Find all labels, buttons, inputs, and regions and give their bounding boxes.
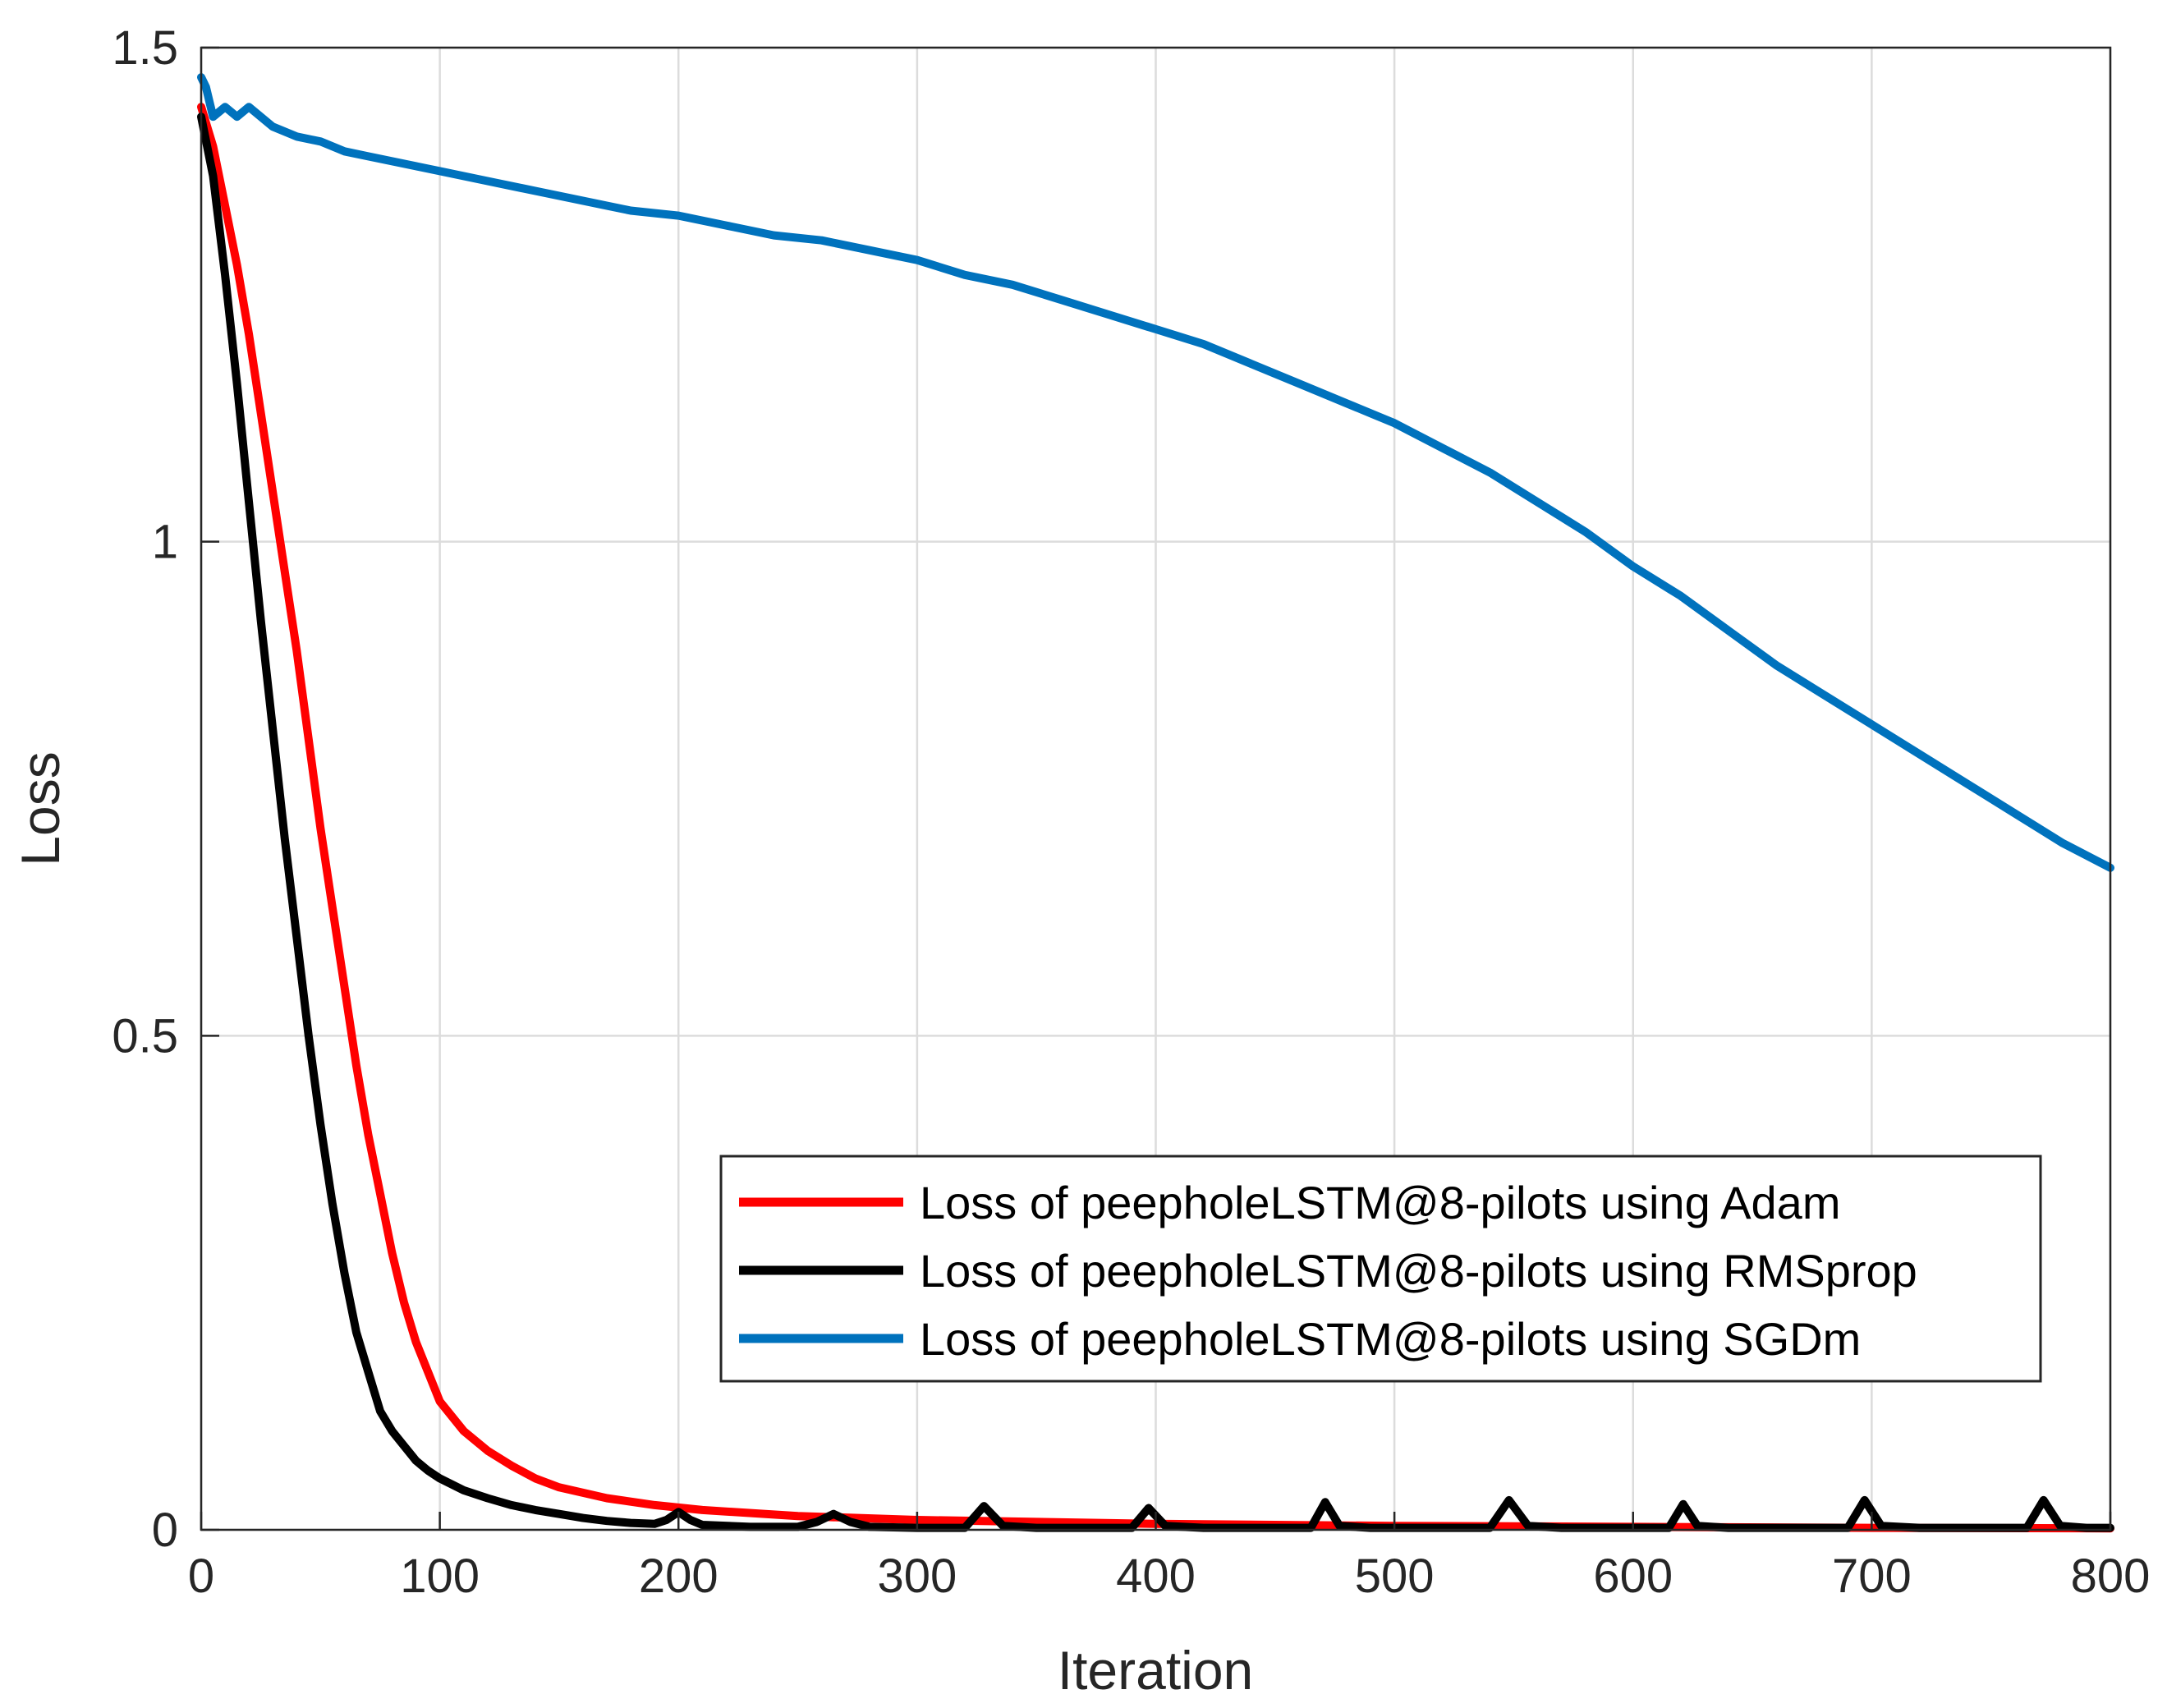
legend-box: [719, 1155, 2042, 1383]
x-axis-label: Iteration: [1058, 1640, 1253, 1701]
y-tick-label: 0: [152, 1504, 178, 1557]
x-tick-label: 800: [2071, 1550, 2151, 1603]
series-lines: [197, 73, 2114, 1533]
legend-label-adam: Loss of peepholeLSTM@8-pilots using Adam: [920, 1177, 1840, 1228]
y-tick-label: 1.5: [112, 21, 178, 75]
y-tick-label: 0.5: [112, 1009, 178, 1063]
series-line-rmsprop: [197, 112, 2114, 1532]
axis-ticks: [200, 46, 2112, 1531]
y-axis-label: Loss: [10, 751, 71, 865]
x-tick-label: 300: [877, 1550, 957, 1603]
x-tick-label: 0: [188, 1550, 214, 1603]
series-line-adam: [197, 103, 2114, 1533]
y-tick-label: 1: [152, 516, 178, 569]
x-tick-label: 600: [1593, 1550, 1673, 1603]
x-tick-label: 100: [400, 1550, 480, 1603]
x-tick-label: 200: [639, 1550, 719, 1603]
x-tick-label: 400: [1116, 1550, 1196, 1603]
legend: Loss of peepholeLSTM@8-pilots using Adam…: [719, 1155, 2042, 1383]
axis-tick-labels: 0 100 200 300 400 500 600 700 800 0 0.5 1 1.5: [112, 21, 2150, 1603]
x-tick-label: 700: [1832, 1550, 1912, 1603]
legend-label-sgdm: Loss of peepholeLSTM@8-pilots using SGDm: [920, 1313, 1861, 1365]
series-line-sgdm: [197, 73, 2114, 872]
legend-label-rmsprop: Loss of peepholeLSTM@8-pilots using RMSp…: [920, 1245, 1917, 1297]
x-tick-label: 500: [1355, 1550, 1435, 1603]
